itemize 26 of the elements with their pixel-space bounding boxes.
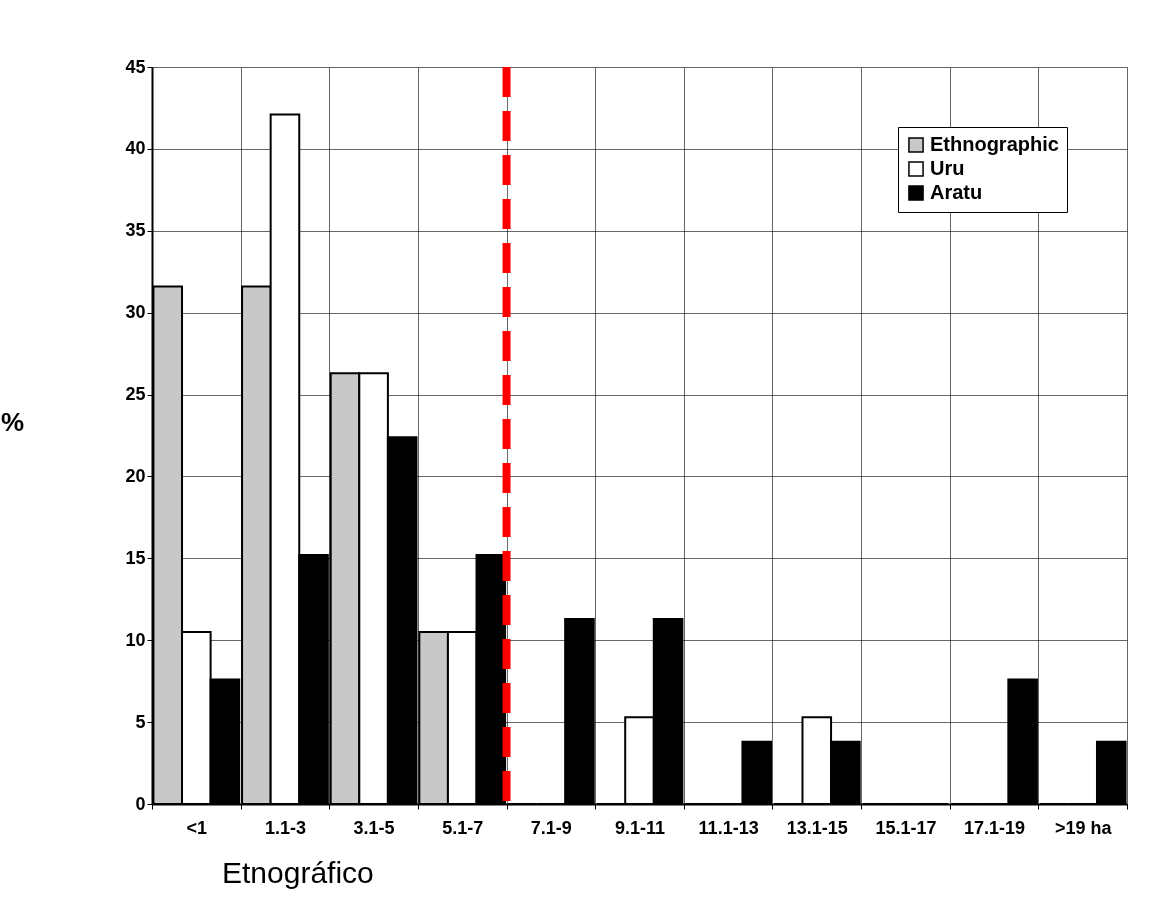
y-tick-label: 15 — [125, 547, 146, 568]
x-tick-label: 13.1-15 — [786, 817, 848, 838]
legend-label: Ethnographic — [930, 133, 1059, 155]
legend-label: Aratu — [930, 181, 983, 203]
text: Etnográfico — [222, 856, 374, 889]
x-tick-label: 7.1-9 — [530, 817, 572, 838]
legend-label: Uru — [930, 157, 965, 179]
x-tick-label: <1 — [186, 817, 208, 838]
y-tick-label: 25 — [125, 384, 146, 405]
y-tick-label: 45 — [125, 56, 146, 77]
x-tick-label: 15.1-17 — [875, 817, 937, 838]
x-tick-label: 17.1-19 — [964, 817, 1026, 838]
y-tick-label: 20 — [125, 465, 146, 486]
x-tick-label: 3.1-5 — [353, 817, 395, 838]
x-tick-label: 5.1-7 — [442, 817, 484, 838]
x-tick-label: 1.1-3 — [264, 817, 306, 838]
x-tick-label: 11.1-13 — [698, 817, 759, 838]
y-tick-label: 30 — [125, 302, 146, 323]
y-axis-title: % — [0, 407, 25, 437]
y-tick-label: 40 — [125, 138, 146, 159]
y-tick-label: 35 — [125, 220, 146, 241]
y-tick-label: 0 — [135, 793, 146, 814]
y-tick-label: 5 — [135, 711, 146, 732]
y-tick-label: 10 — [125, 629, 146, 650]
x-tick-label: >19 ha — [1054, 817, 1113, 838]
x-tick-label: 9.1-11 — [614, 817, 666, 838]
